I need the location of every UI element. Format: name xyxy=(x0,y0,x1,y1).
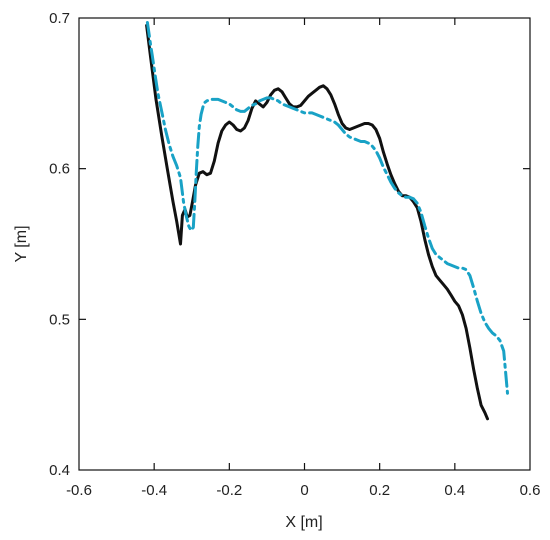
y-axis-ticks: 0.4 0.5 0.6 0.7 xyxy=(49,10,530,479)
series-line-2 xyxy=(145,21,509,395)
x-tick-label: 0.2 xyxy=(369,482,390,499)
y-tick-label: 0.4 xyxy=(49,462,70,479)
x-tick-label: 0.6 xyxy=(520,482,541,499)
series-layer xyxy=(145,21,509,421)
x-tick-label: -0.6 xyxy=(66,482,92,499)
x-axis-label: X [m] xyxy=(285,514,322,531)
y-tick-label: 0.5 xyxy=(49,311,70,328)
x-tick-label: 0.4 xyxy=(444,482,465,499)
x-axis-ticks: -0.6 -0.4 -0.2 0 0.2 0.4 0.6 xyxy=(66,18,540,499)
x-tick-label: -0.4 xyxy=(141,482,167,499)
series-line-1 xyxy=(145,24,489,421)
y-tick-label: 0.7 xyxy=(49,10,70,27)
y-tick-label: 0.6 xyxy=(49,161,70,178)
x-tick-label: -0.2 xyxy=(216,482,242,499)
y-axis-label: Y [m] xyxy=(13,225,30,262)
x-tick-label: 0 xyxy=(300,482,308,499)
plot-frame xyxy=(78,17,531,471)
